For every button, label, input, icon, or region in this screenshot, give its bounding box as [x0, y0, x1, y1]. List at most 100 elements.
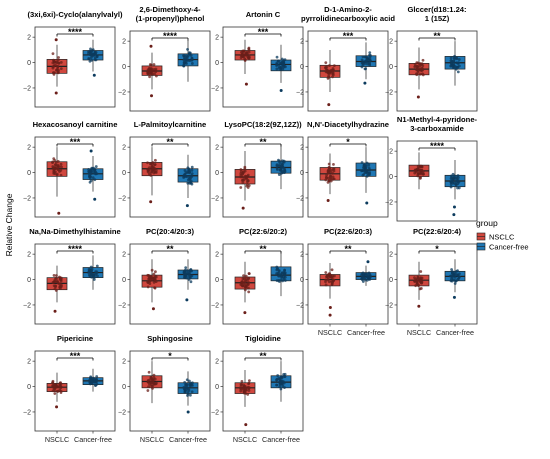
- data-point: [280, 271, 284, 275]
- sig-label: **: [259, 244, 267, 254]
- data-point: [153, 163, 157, 166]
- data-point: [247, 46, 251, 50]
- outlier-point: [452, 295, 456, 299]
- data-point: [414, 64, 417, 68]
- data-point: [416, 276, 420, 280]
- data-point: [324, 271, 328, 274]
- data-point: [277, 159, 281, 163]
- data-point: [282, 277, 286, 281]
- panel-title-line: Na,Na-Dimethylhistamine: [29, 227, 121, 236]
- data-point: [362, 169, 366, 172]
- data-point: [331, 71, 335, 75]
- data-point: [59, 286, 62, 290]
- data-point: [89, 168, 93, 172]
- y-tick-label: 2: [122, 145, 126, 152]
- data-point: [188, 51, 192, 55]
- data-point: [332, 64, 336, 68]
- data-point: [188, 181, 192, 185]
- data-point: [456, 61, 460, 65]
- panel-title-line: PC(20:4/20:3): [146, 227, 195, 236]
- data-point: [421, 68, 425, 72]
- data-point: [275, 383, 279, 387]
- y-tick-label: −2: [385, 199, 393, 206]
- data-point: [456, 70, 460, 74]
- outlier-point: [241, 206, 245, 210]
- panel: Hexacosanoyl carnitine −2 0 2 ***: [23, 120, 117, 218]
- outlier-point: [53, 309, 57, 313]
- data-point: [183, 172, 187, 176]
- outlier-point: [366, 260, 370, 264]
- data-point: [331, 175, 335, 179]
- data-point: [182, 55, 186, 59]
- data-point: [324, 283, 328, 287]
- data-point: [453, 64, 456, 68]
- data-point: [187, 278, 191, 281]
- data-point: [324, 278, 328, 282]
- y-tick-label: 0: [122, 64, 126, 71]
- data-point: [243, 288, 247, 292]
- sig-label: **: [344, 244, 352, 254]
- panel-title-line: PC(22:6/20:2): [239, 227, 288, 236]
- data-point: [283, 272, 287, 276]
- outlier-point: [185, 298, 189, 302]
- data-point: [248, 379, 251, 383]
- panel-grid: (3xi,6xi)-Cyclo(alanylvalyl)−202****2,6-…: [23, 5, 478, 444]
- y-tick-label: −2: [23, 195, 31, 202]
- data-point: [246, 286, 250, 290]
- data-point: [54, 383, 58, 387]
- panel-title: PC(22:6/20:3): [324, 227, 373, 236]
- x-tick-label: NSCLC: [45, 435, 69, 444]
- data-point: [60, 165, 63, 169]
- panel-title: N,N'-Diacetylhydrazine: [307, 120, 389, 129]
- data-point: [183, 389, 187, 392]
- sig-label: ****: [68, 244, 83, 254]
- panel: D-1-Amino-2-pyrrolidinecarboxylic acid −2…: [296, 5, 395, 112]
- data-point: [59, 60, 63, 64]
- data-point: [365, 174, 369, 178]
- panel-title: N1-Methyl-4-pyridone-3-carboxamide: [397, 115, 478, 133]
- panel: LysoPC(18:2(9Z,12Z)) −2 0 2 **: [211, 120, 304, 218]
- outlier-point: [151, 307, 155, 311]
- data-point: [148, 166, 151, 170]
- data-point: [55, 173, 59, 177]
- data-point: [415, 73, 419, 77]
- panel: (3xi,6xi)-Cyclo(alanylvalyl) −2 0 2 ****: [23, 10, 123, 108]
- data-point: [280, 376, 284, 380]
- y-tick-label: 2: [27, 252, 31, 259]
- data-point: [88, 378, 91, 382]
- y-tick-label: 2: [300, 39, 304, 46]
- data-point: [246, 186, 250, 189]
- data-point: [247, 56, 251, 60]
- data-point: [415, 61, 419, 65]
- data-point: [360, 58, 364, 62]
- data-point: [147, 169, 150, 173]
- data-point: [324, 61, 328, 65]
- data-point: [87, 271, 91, 275]
- data-point: [360, 161, 364, 164]
- data-point: [277, 269, 281, 273]
- data-point: [283, 372, 287, 376]
- data-point: [94, 165, 98, 168]
- data-point: [457, 58, 461, 61]
- outlier-point: [54, 38, 58, 42]
- data-point: [152, 69, 156, 73]
- y-tick-label: −2: [23, 85, 31, 92]
- outlier-point: [244, 423, 248, 427]
- data-point: [189, 280, 193, 284]
- panel-title-line: Glccer(d18:1.24:: [407, 5, 466, 14]
- data-point: [57, 56, 60, 59]
- sig-label: ***: [258, 27, 269, 37]
- sig-label: **: [166, 244, 174, 254]
- y-tick-label: 2: [215, 252, 219, 259]
- x-tick-label: NSCLC: [233, 435, 257, 444]
- data-point: [329, 179, 333, 183]
- data-point: [450, 61, 453, 65]
- y-tick-label: 2: [389, 39, 393, 46]
- data-point: [149, 71, 153, 75]
- panel-title-line: LysoPC(18:2(9Z,12Z)): [224, 120, 302, 129]
- sig-label: *: [435, 244, 439, 254]
- data-point: [59, 391, 63, 394]
- x-tick-label: Cancer-free: [74, 435, 112, 444]
- data-point: [419, 276, 423, 280]
- data-point: [184, 266, 188, 270]
